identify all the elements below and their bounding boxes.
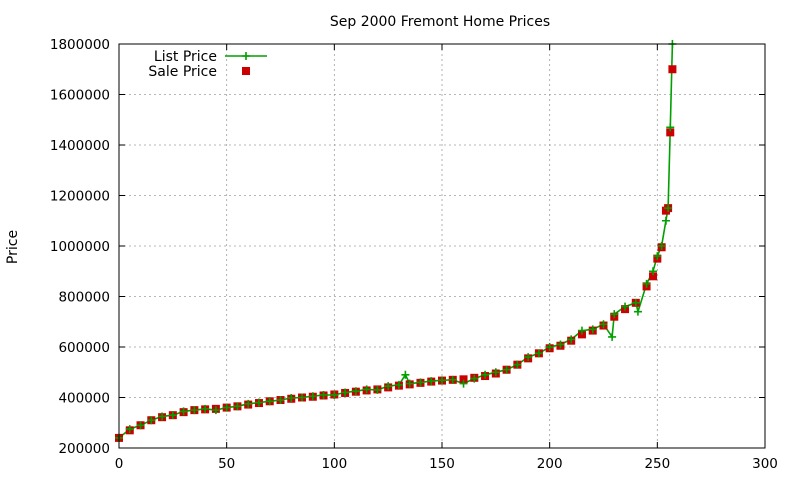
list-price-point [491, 368, 500, 377]
list-price-point [362, 385, 371, 394]
list-price-point [459, 379, 468, 388]
list-price-point [481, 370, 490, 379]
list-price-point [394, 380, 403, 389]
list-price-point [599, 320, 608, 329]
x-tick-label: 300 [752, 456, 778, 472]
list-price-point [287, 394, 296, 403]
list-price-point [222, 403, 231, 412]
list-price-point [298, 393, 307, 402]
y-tick-label: 1600000 [50, 88, 110, 104]
y-tick-label: 1000000 [50, 239, 110, 255]
x-tick-label: 50 [218, 456, 235, 472]
list-price-point [588, 325, 597, 334]
list-price-point [244, 399, 253, 408]
list-price-point [653, 252, 662, 261]
list-price-point [384, 382, 393, 391]
x-tick-label: 250 [644, 456, 670, 472]
list-price-point [661, 216, 670, 225]
y-tick-label: 1200000 [50, 189, 110, 205]
y-axis-label: Price [5, 230, 21, 264]
list-price-point [657, 242, 666, 250]
list-price-point [179, 407, 188, 416]
list-price-point [401, 370, 410, 379]
list-price-point [633, 307, 642, 316]
list-price-point [631, 298, 640, 307]
x-tick-label: 100 [321, 456, 347, 472]
chart-title: Sep 2000 Fremont Home Prices [330, 14, 550, 30]
legend-marker-list-price [242, 52, 250, 60]
y-tick-label: 800000 [58, 290, 110, 306]
list-price-point [405, 379, 414, 388]
y-tick-label: 400000 [58, 391, 110, 407]
list-price-point [373, 385, 382, 394]
list-price-point [649, 267, 658, 276]
sale-price-point [649, 272, 658, 281]
list-price-point [427, 377, 436, 386]
list-price-point [265, 397, 274, 406]
sale-price-point [666, 128, 675, 137]
list-price-point [577, 326, 586, 335]
list-price-point [233, 402, 242, 411]
list-price-point [438, 376, 446, 385]
list-price-point [608, 332, 617, 341]
list-price-point [136, 421, 145, 430]
series-layer [115, 40, 677, 442]
y-tick-label: 1800000 [50, 37, 110, 53]
legend-label-sale-price: Sale Price [148, 64, 217, 80]
list-price-point [319, 390, 328, 399]
list-price-point [621, 302, 630, 311]
grid [119, 44, 765, 448]
list-price-point [448, 375, 457, 384]
list-price-point [556, 340, 565, 349]
legend-swatch-sale-price [242, 67, 250, 75]
y-tick-label: 200000 [58, 441, 110, 457]
axis-ticks: 0 50 100 150 200 250 300 200000 400000 600000 8000… [50, 37, 778, 472]
list-price-point [168, 411, 177, 420]
list-price-point [513, 360, 522, 369]
list-price-point [642, 279, 651, 288]
list-price-point [351, 387, 360, 396]
list-price-point [524, 353, 533, 362]
plot-frame [118, 43, 766, 449]
x-tick-label: 200 [537, 456, 563, 472]
list-price-point [567, 335, 576, 344]
list-price-line [118, 43, 674, 439]
sale-price-point [668, 65, 677, 74]
list-price-point [211, 406, 220, 415]
list-price-point [276, 396, 285, 405]
list-price-point [545, 343, 554, 351]
list-price-point [666, 123, 675, 132]
list-price-point [158, 412, 167, 421]
list-price-point [534, 349, 543, 358]
y-tick-label: 600000 [58, 340, 110, 356]
list-price-point [201, 404, 210, 413]
list-price-point [664, 204, 673, 213]
list-price-point [254, 398, 263, 407]
list-price-point [502, 365, 511, 374]
list-price-point [308, 392, 317, 401]
x-tick-label: 0 [115, 456, 124, 472]
list-price-point [416, 378, 425, 387]
list-price-point [147, 416, 156, 425]
x-tick-label: 150 [429, 456, 455, 472]
list-price-point [125, 425, 134, 434]
list-price-point [610, 310, 619, 319]
y-tick-label: 1400000 [50, 138, 110, 154]
sale-price-point [459, 375, 468, 384]
list-price-point [330, 390, 339, 399]
list-price-point [341, 388, 350, 397]
list-price-point [470, 374, 479, 383]
list-price-point [190, 406, 199, 415]
legend-label-list-price: List Price [154, 49, 217, 65]
